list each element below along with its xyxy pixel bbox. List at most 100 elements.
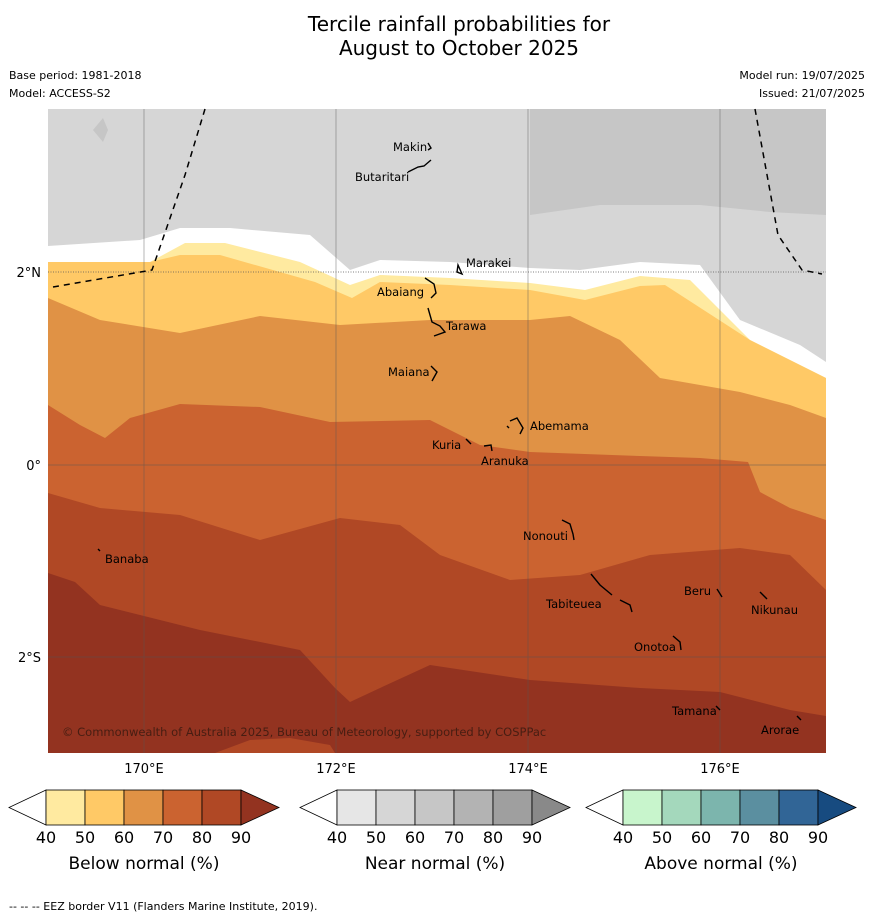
label-tamana: Tamana: [671, 704, 717, 718]
label-tarawa: Tarawa: [445, 319, 486, 333]
colorbar-below-tick-label: 90: [230, 828, 252, 847]
meta-right: Model run: 19/07/2025 Issued: 21/07/2025: [739, 67, 865, 103]
lon-label-172e: 172°E: [316, 762, 356, 777]
model-name: Model: ACCESS-S2: [9, 87, 111, 100]
label-onotoa: Onotoa: [634, 640, 676, 654]
island-aranuka: [483, 444, 493, 452]
island-nikunau: [759, 591, 768, 600]
colorbar-above-tick-label: 70: [729, 828, 751, 847]
colorbar-near-tick-label: 50: [365, 828, 387, 847]
lat-label-2n: 2°N: [17, 266, 42, 281]
colorbar-near-tick-label: 70: [443, 828, 465, 847]
below-normal-90-patch: [215, 738, 335, 753]
island-tamana: [715, 705, 721, 711]
map-title: Tercile rainfall probabilities for Augus…: [0, 12, 873, 60]
base-period: Base period: 1981-2018: [9, 69, 142, 82]
colorbar-below-extend-high: [240, 789, 280, 826]
label-kuria: Kuria: [432, 438, 461, 452]
island-butaritari: [407, 159, 432, 173]
colorbar-below-segment: [201, 789, 242, 826]
colorbar-below-tick-label: 50: [74, 828, 96, 847]
colorbar-above-normal: [585, 789, 857, 826]
colorbar-near-extend-low: [299, 789, 338, 826]
label-aranuka: Aranuka: [481, 454, 529, 468]
label-nikunau: Nikunau: [751, 603, 798, 617]
probability-fields: [48, 109, 826, 753]
colorbar-below-segment: [45, 789, 86, 826]
island-maiana: [430, 365, 438, 382]
colorbar-below-tick-label: 70: [152, 828, 174, 847]
label-banaba: Banaba: [105, 552, 149, 566]
rainfall-map: Makin Butaritari Marakei Abaiang Tarawa …: [17, 108, 826, 777]
label-abemama: Abemama: [530, 419, 589, 433]
island-arorae: [796, 715, 802, 721]
label-maiana: Maiana: [388, 365, 430, 379]
colorbar-near-tick-label: 90: [521, 828, 543, 847]
colorbar-below-tick-label: 80: [191, 828, 213, 847]
lon-label-174e: 174°E: [508, 762, 548, 777]
island-tabiteuea: [590, 573, 633, 613]
colorbar-near-segment: [336, 789, 377, 826]
near-normal-70-patch: [93, 118, 108, 142]
colorbar-below-tick-label: 60: [113, 828, 135, 847]
colorbar-below-segment: [123, 789, 164, 826]
colorbar-near-segment: [453, 789, 494, 826]
label-tabiteuea: Tabiteuea: [545, 597, 602, 611]
colorbar-above-segment: [622, 789, 663, 826]
axis-labels: 2°N 0° 2°S 170°E 172°E 174°E 176°E: [17, 266, 740, 777]
colorbar-below-segment: [162, 789, 203, 826]
label-nonouti: Nonouti: [523, 529, 568, 543]
island-marakei: [456, 262, 464, 276]
lon-label-176e: 176°E: [700, 762, 740, 777]
colorbar-near-segment: [414, 789, 455, 826]
colorbar-title-above: Above normal (%): [644, 854, 798, 874]
colorbar-below-tick-label: 40: [35, 828, 57, 847]
colorbar-near-segment: [492, 789, 533, 826]
lat-label-0: 0°: [26, 459, 41, 474]
below-normal-90plus-field: [48, 573, 826, 753]
island-outlines: [97, 142, 802, 721]
model-run: Model run: 19/07/2025: [739, 69, 865, 82]
colorbar-near-extend-high: [531, 789, 571, 826]
place-labels: Makin Butaritari Marakei Abaiang Tarawa …: [105, 140, 799, 737]
island-makin: [427, 142, 432, 151]
colorbar-below-segment: [84, 789, 125, 826]
colorbar-above-segment: [739, 789, 780, 826]
colorbar-above-tick-label: 80: [768, 828, 790, 847]
lon-label-170e: 170°E: [124, 762, 164, 777]
graticule: [48, 109, 826, 753]
label-arorae: Arorae: [761, 723, 799, 737]
island-kuria: [465, 438, 472, 445]
colorbar-below-normal: [8, 789, 280, 826]
colorbar-above-tick-label: 40: [612, 828, 634, 847]
colorbar-above-extend-high: [817, 789, 857, 826]
colorbar-near-normal: [299, 789, 571, 826]
near-normal-70-patch-2: [580, 109, 610, 122]
island-banaba: [97, 548, 101, 552]
colorbar-above-tick-label: 60: [690, 828, 712, 847]
colorbar-near-tick-label: 40: [326, 828, 348, 847]
label-marakei: Marakei: [466, 256, 511, 270]
label-makin: Makin: [393, 140, 427, 154]
label-butaritari: Butaritari: [355, 170, 409, 184]
eez-border-east: [754, 108, 823, 275]
title-line-2: August to October 2025: [338, 36, 580, 60]
colorbar-above-segment: [661, 789, 702, 826]
title-line-1: Tercile rainfall probabilities for: [307, 12, 611, 36]
colorbar-below-extend-low: [8, 789, 47, 826]
island-onotoa: [672, 635, 682, 651]
label-abaiang: Abaiang: [377, 285, 424, 299]
colorbar-near-segment: [375, 789, 416, 826]
colorbar-title-near: Near normal (%): [364, 854, 506, 874]
colorbar-near-tick-label: 80: [482, 828, 504, 847]
eez-footnote: -- -- -- EEZ border V11 (Flanders Marine…: [9, 900, 318, 913]
island-abaiang: [424, 277, 437, 299]
colorbar-above-tick-label: 50: [651, 828, 673, 847]
copyright-notice: © Commonwealth of Australia 2025, Bureau…: [62, 725, 546, 739]
issued-date: Issued: 21/07/2025: [758, 87, 865, 100]
island-nonouti: [561, 519, 575, 541]
colorbar-title-below: Below normal (%): [68, 854, 220, 874]
colorbar-above-tick-label: 90: [807, 828, 829, 847]
lat-label-2s: 2°S: [18, 651, 41, 666]
label-beru: Beru: [684, 584, 711, 598]
